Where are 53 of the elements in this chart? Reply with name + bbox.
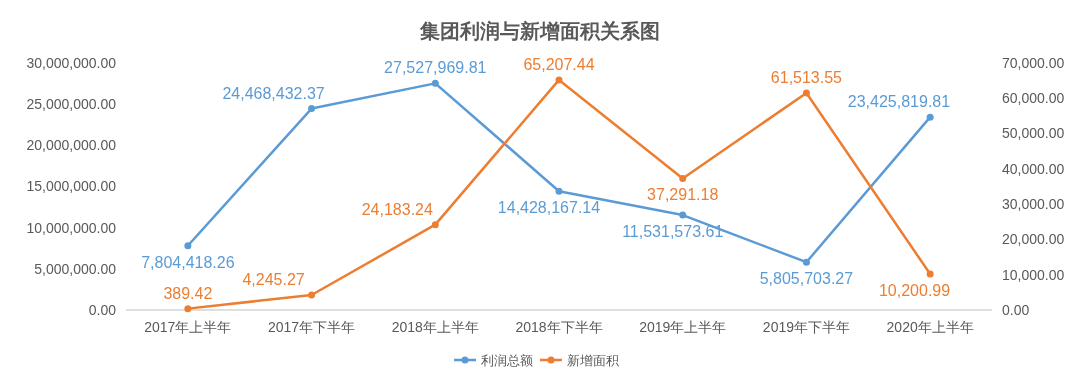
point [308, 105, 316, 113]
point [555, 76, 563, 84]
data-label: 5,805,703.27 [759, 270, 854, 288]
point [555, 187, 563, 195]
data-label: 65,207.44 [523, 55, 595, 73]
point [926, 113, 934, 121]
y-tick-label: 30,000,000.00 [26, 54, 117, 71]
point [431, 221, 439, 229]
x-tick-label: 2018年下半年 [515, 319, 603, 335]
y2-tick-label: 50,000.00 [1002, 125, 1065, 142]
data-label: 24,468,432.37 [222, 84, 325, 102]
data-label: 389.42 [163, 284, 213, 302]
data-label: 37,291.18 [647, 186, 719, 204]
y2-tick-label: 20,000.00 [1002, 231, 1065, 248]
data-label: 11,531,573.61 [622, 223, 724, 241]
data-label: 4,245.27 [242, 271, 305, 289]
point [802, 89, 810, 97]
y-tick-label: 20,000,000.00 [26, 137, 117, 154]
y-tick-label: 15,000,000.00 [26, 178, 117, 195]
y-tick-label: 25,000,000.00 [26, 96, 117, 113]
legend-label: 利润总额 [481, 352, 533, 368]
x-tick-label: 2018年上半年 [391, 319, 479, 335]
point [184, 242, 192, 250]
point [802, 258, 810, 266]
legend-label: 新增面积 [567, 352, 619, 368]
x-tick-label: 2020年上半年 [886, 319, 974, 335]
x-tick-label: 2019年上半年 [639, 319, 727, 335]
y2-tick-label: 30,000.00 [1002, 196, 1065, 213]
y-tick-label: 5,000,000.00 [34, 260, 117, 277]
point [679, 211, 687, 219]
y2-tick-label: 70,000.00 [1002, 54, 1065, 71]
y2-tick-label: 0.00 [1002, 301, 1030, 318]
data-label: 27,527,969.81 [384, 59, 487, 77]
data-label: 24,183.24 [361, 200, 433, 218]
x-tick-label: 2017年上半年 [144, 319, 232, 335]
point [679, 174, 687, 182]
point [431, 79, 439, 87]
x-tick-label: 2017年下半年 [267, 319, 356, 335]
y-tick-label: 0.00 [88, 301, 117, 318]
data-label: 23,425,819.81 [847, 93, 951, 111]
y2-tick-label: 60,000.00 [1002, 90, 1065, 107]
point [184, 305, 192, 313]
data-label: 14,428,167.14 [497, 199, 601, 217]
data-label: 7,804,418.26 [141, 253, 235, 271]
chart-title: 集团利润与新增面积关系图 [419, 20, 660, 42]
data-label: 10,200.99 [878, 282, 951, 300]
y2-tick-label: 40,000.00 [1002, 160, 1065, 177]
point [308, 291, 316, 299]
x-tick-label: 2019年下半年 [762, 319, 851, 335]
point [926, 270, 934, 278]
y-tick-label: 10,000,000.00 [26, 219, 117, 236]
y2-tick-label: 10,000.00 [1002, 266, 1065, 283]
data-label: 61,513.55 [770, 68, 843, 86]
